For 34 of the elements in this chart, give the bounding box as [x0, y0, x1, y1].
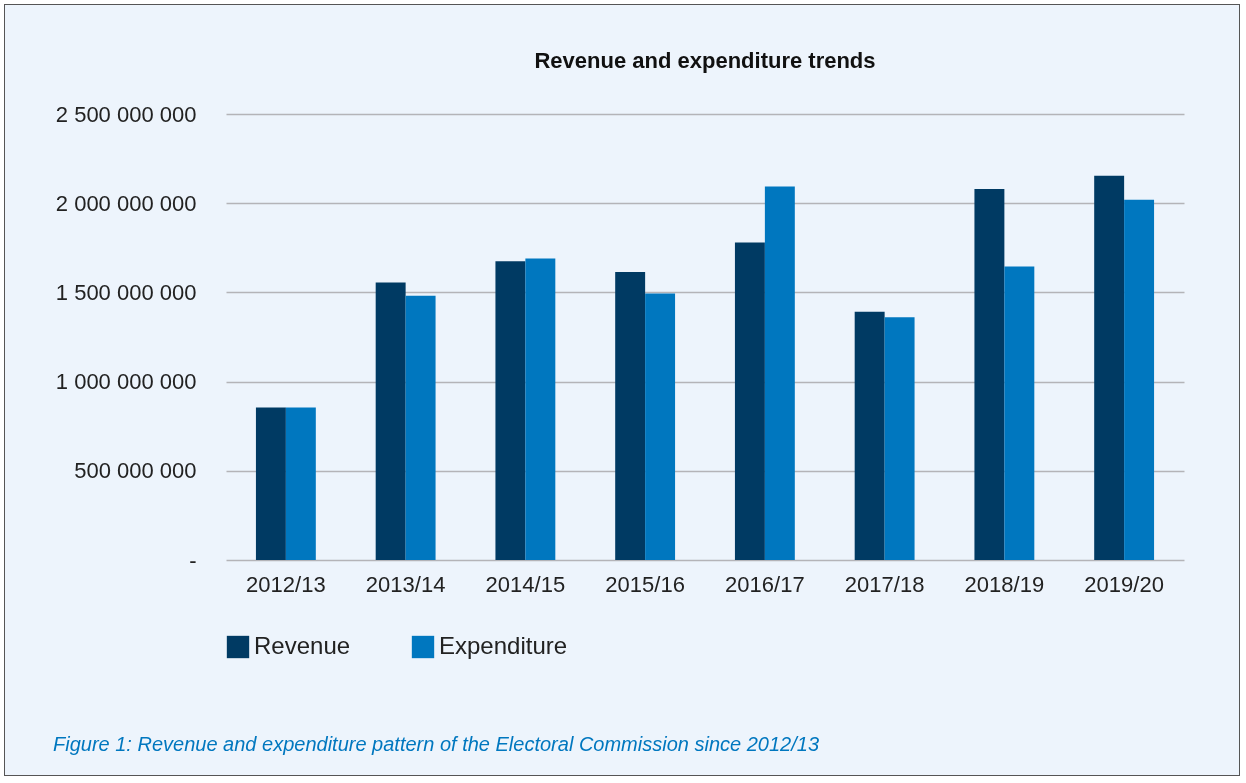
x-tick-label: 2016/17 [725, 571, 805, 597]
bar [255, 407, 286, 560]
x-tick-label: 2018/19 [964, 571, 1045, 597]
y-tick-label: - [189, 547, 197, 573]
bar [495, 261, 526, 560]
chart-title: Revenue and expenditure trends [534, 48, 876, 73]
y-tick-label: 500 000 000 [74, 458, 197, 484]
bar [974, 189, 1005, 560]
bar [285, 407, 316, 560]
bar [1094, 175, 1125, 560]
y-tick-label: 2 500 000 000 [55, 101, 197, 127]
legend-label: Revenue [254, 632, 351, 659]
bar [645, 293, 676, 560]
bar [615, 272, 646, 560]
x-tick-label: 2012/13 [246, 571, 326, 597]
bar [884, 317, 915, 560]
legend-label: Expenditure [439, 632, 568, 659]
bar [525, 258, 556, 560]
x-tick-label: 2013/14 [365, 571, 446, 597]
bar [764, 186, 795, 560]
caption: Figure 1: Revenue and expenditure pattern of the Electoral Commission since 2012/13 [53, 733, 820, 756]
bar [375, 282, 406, 560]
bar [854, 311, 885, 560]
bar [1004, 266, 1035, 560]
bar [405, 295, 436, 560]
y-tick-label: 2 000 000 000 [55, 190, 197, 216]
x-tick-label: 2017/18 [844, 571, 925, 597]
x-tick-label: 2015/16 [605, 571, 685, 597]
x-tick-label: 2019/20 [1084, 571, 1164, 597]
bar [734, 242, 765, 560]
y-tick-label: 1 500 000 000 [55, 279, 197, 305]
bar [1124, 199, 1155, 560]
y-tick-label: 1 000 000 000 [55, 369, 197, 395]
x-tick-label: 2014/15 [485, 571, 566, 597]
